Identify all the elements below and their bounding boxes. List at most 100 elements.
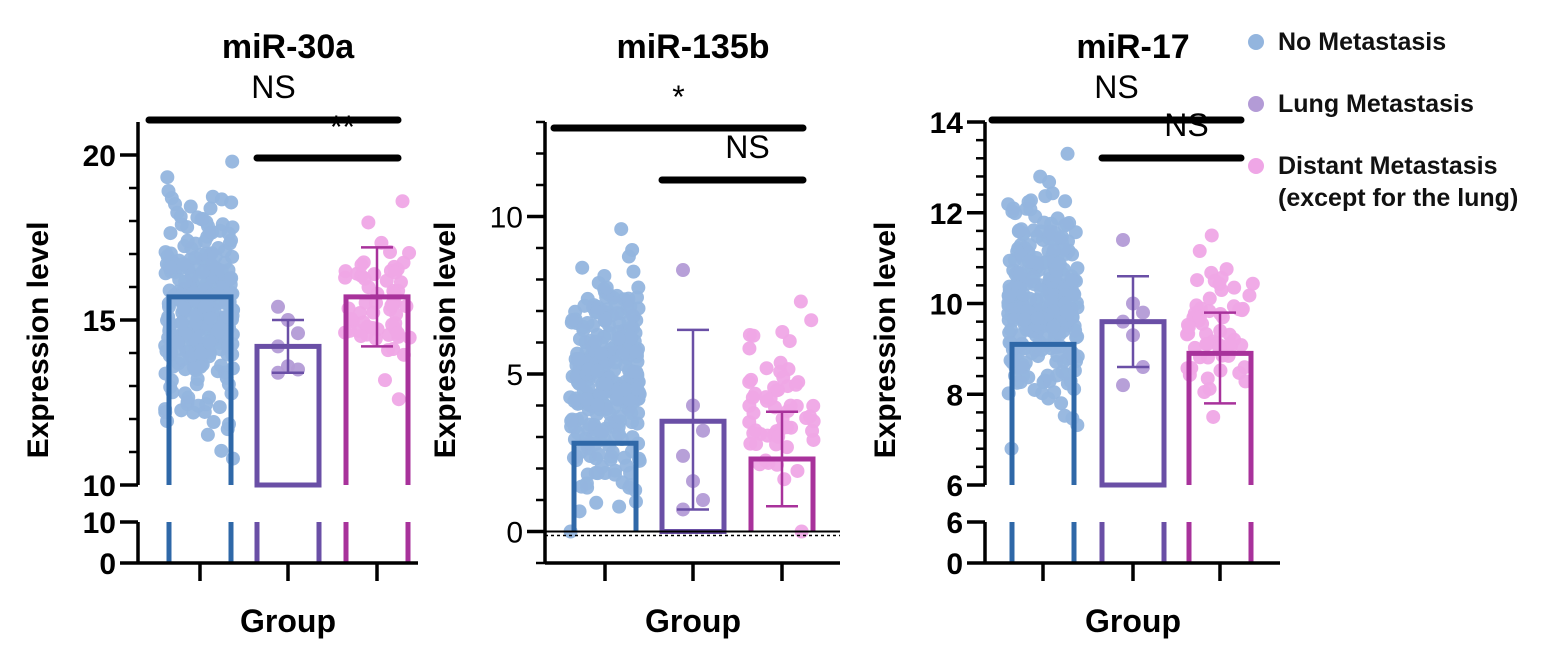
panel-1-y-tick-label-10: 10 [83, 470, 116, 503]
panel-3-point-1 [1022, 254, 1037, 269]
panel-2-point-1 [586, 318, 601, 333]
panel-3-point-1 [1046, 243, 1061, 258]
panel-3-point-1 [1059, 217, 1074, 232]
panel-3-point-1 [1051, 256, 1066, 271]
panel-1-point-3 [391, 392, 406, 407]
panel-1-point-1 [206, 415, 221, 430]
legend-label-distant-metastasis-line2: (except for the lung) [1278, 184, 1519, 212]
panel-1-point-3 [402, 245, 417, 260]
panel-2-y-tick-label-5: 5 [506, 359, 523, 392]
panel-2-point-1 [565, 313, 580, 328]
panel-1-point-2 [291, 326, 305, 341]
panel-3-bar-1 [1009, 341, 1077, 485]
panel-3-point-2 [1116, 232, 1130, 247]
panel-1-point-1 [170, 335, 185, 350]
panel-3-point-1 [1038, 329, 1053, 344]
panel-1-point-1 [200, 427, 215, 442]
panel-1-significance-label-2: ** [330, 109, 355, 145]
panel-2-point-3 [773, 355, 788, 370]
panel-2-point-1 [599, 280, 614, 295]
panel-2-point-3 [749, 437, 764, 452]
panel-3-point-3 [1206, 409, 1221, 424]
panel-1-point-1 [174, 403, 189, 418]
panel-2-point-1 [577, 298, 592, 313]
panel-1-point-1 [174, 316, 189, 331]
panel-2-point-1 [612, 409, 627, 424]
panel-2-significance-label-1: * [672, 79, 684, 115]
panel-2-point-1 [617, 450, 632, 465]
panel-3-point-2 [1136, 305, 1150, 320]
panel-3-point-3 [1199, 337, 1214, 352]
panel-2-point-3 [799, 411, 814, 426]
panel-2-point-1 [590, 397, 605, 412]
panel-2-point-1 [622, 393, 637, 408]
panel-1-point-1 [190, 371, 205, 386]
panel-1-bar-1 [166, 294, 234, 485]
panel-2-point-1 [611, 331, 626, 346]
panel-2-point-3 [791, 375, 806, 390]
panel-2-point-2 [696, 423, 710, 438]
panel-2-point-3 [790, 463, 805, 478]
panel-2-point-1 [612, 499, 627, 514]
panel-1-x-axis-label: Group [240, 603, 336, 639]
panel-1-point-1 [225, 220, 240, 235]
panel-3-y-tick-label-10: 10 [930, 289, 963, 322]
panel-1-y-axis-label: Expression level [22, 222, 55, 459]
panel-2-point-1 [604, 449, 619, 464]
panel-1-point-1 [176, 301, 191, 316]
panel-3-y-tick-label-8: 8 [946, 379, 963, 412]
panel-3-point-1 [1065, 272, 1080, 287]
panel-3-point-1 [1002, 253, 1017, 268]
panel-1-point-1 [205, 189, 220, 204]
panel-2-point-1 [594, 346, 609, 361]
panel-1-point-3 [357, 271, 372, 286]
panel-1-point-1 [225, 249, 240, 264]
panel-3-point-3 [1242, 288, 1257, 303]
legend-label-no-metastasis: No Metastasis [1278, 28, 1447, 56]
panel-1-y-tick-label-15: 15 [83, 305, 116, 338]
panel-3-y-tick-label-12: 12 [930, 198, 963, 231]
panel-3-point-1 [1040, 368, 1055, 383]
panel-1-y-tick-label-20: 20 [83, 140, 116, 173]
panel-2-point-1 [588, 334, 603, 349]
panel-3-point-1 [1001, 197, 1016, 212]
panel-1-point-1 [203, 201, 218, 216]
panel-2-point-1 [572, 331, 587, 346]
panel-2-point-3 [776, 370, 791, 385]
panel-3-significance-label-1: NS [1094, 69, 1138, 105]
panel-1-title: miR-30a [222, 28, 355, 66]
panel-2-point-1 [571, 376, 586, 391]
panel-2-title: miR-135b [616, 28, 769, 66]
panel-1-point-3 [338, 264, 353, 279]
panel-2-point-3 [742, 341, 757, 356]
legend-dot-no-metastasis [1248, 34, 1264, 50]
panel-1-y-lower-tick-label-0: 0 [99, 548, 116, 581]
legend-dot-distant-metastasis [1248, 158, 1264, 174]
panel-2-significance-label-2: NS [725, 129, 769, 165]
panel-1-point-1 [162, 283, 177, 298]
panel-2-point-3 [742, 415, 757, 430]
panel-3-y-tick-label-14: 14 [930, 107, 964, 140]
panel-2-point-3 [804, 313, 819, 328]
panel-3-point-3 [1232, 365, 1247, 380]
panel-2-point-3 [746, 426, 761, 441]
panel-3-point-1 [1045, 186, 1060, 201]
panel-3-significance-label-2: NS [1164, 107, 1208, 143]
panel-1-point-3 [390, 326, 405, 341]
panel-1-point-1 [203, 311, 218, 326]
panel-1-point-1 [224, 195, 239, 210]
panel-1-point-1 [180, 233, 195, 248]
panel-1-point-3 [353, 329, 368, 344]
panel-1-point-1 [160, 170, 175, 185]
panel-2-point-1 [623, 330, 638, 345]
panel-3-point-1 [1060, 376, 1075, 391]
panel-3-point-1 [1017, 312, 1032, 327]
panel-2-y-tick-label-10: 10 [490, 202, 523, 235]
panel-1-point-1 [168, 197, 183, 212]
panel-2-bar-1 [571, 440, 639, 532]
panel-2-point-3 [746, 328, 761, 343]
panel-1-y-lower-tick-label-10: 10 [83, 507, 116, 540]
panel-1-point-3 [388, 265, 403, 280]
panel-2-point-1 [567, 394, 582, 409]
